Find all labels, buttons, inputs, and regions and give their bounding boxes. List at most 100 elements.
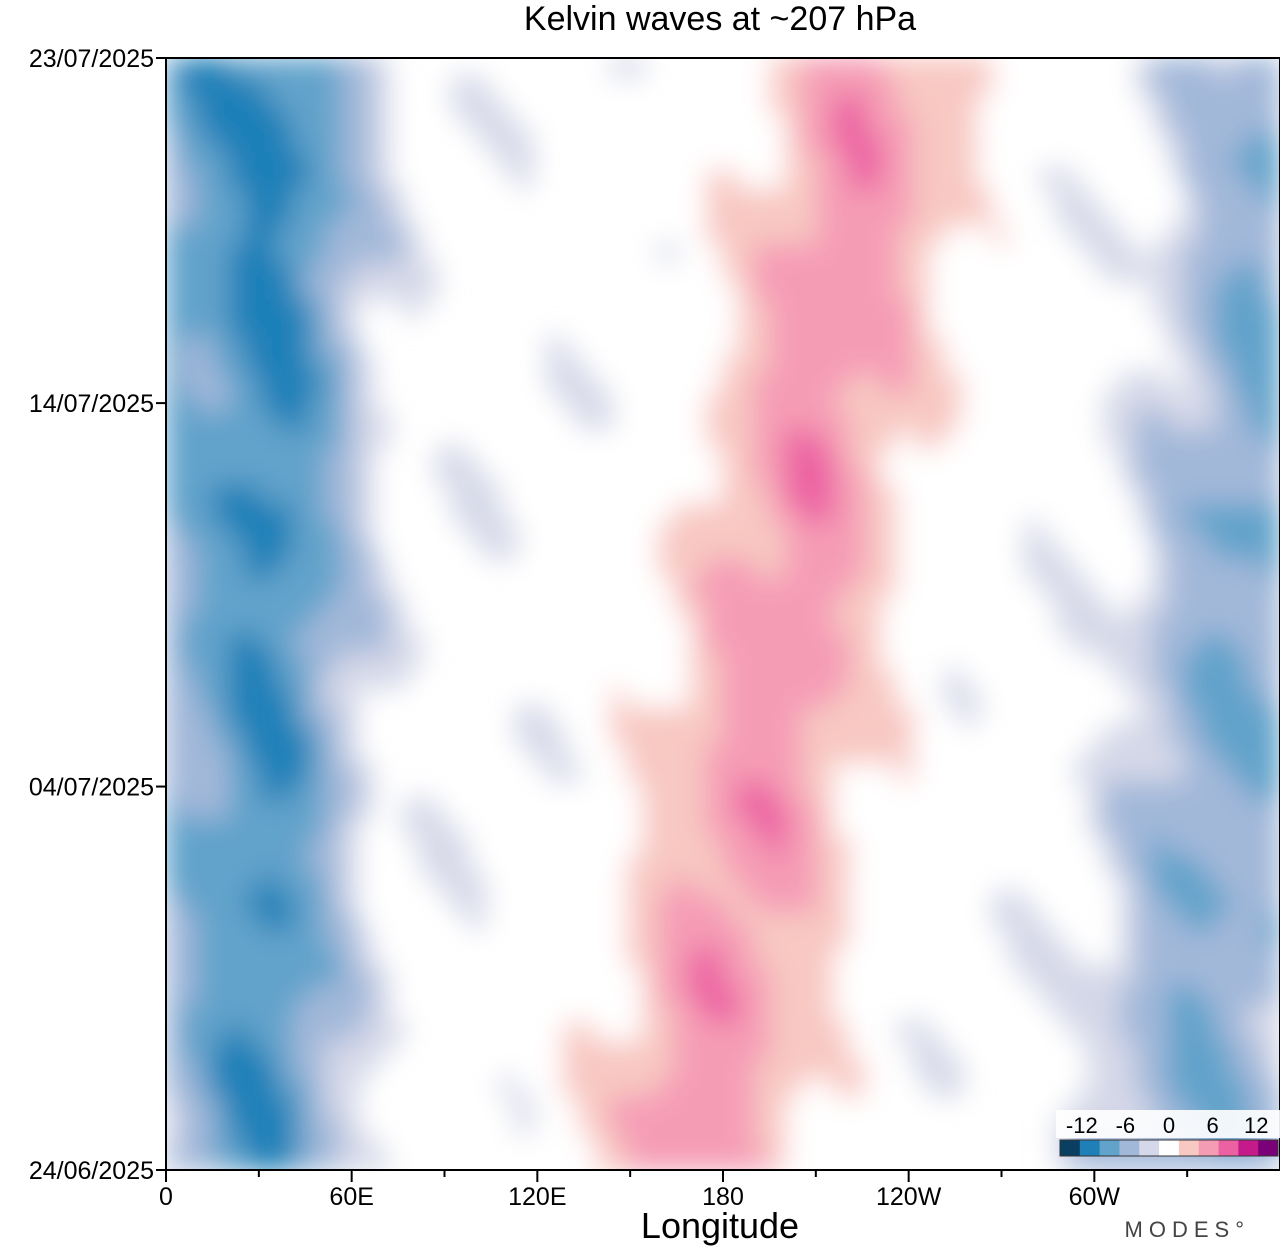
field-cell bbox=[1215, 279, 1234, 300]
field-cell bbox=[340, 223, 358, 245]
field-cell bbox=[1008, 909, 1027, 931]
field-cell bbox=[324, 427, 343, 449]
field-cell bbox=[292, 594, 311, 615]
field-cell bbox=[1040, 538, 1059, 560]
field-cell bbox=[992, 1020, 1011, 1042]
field-cell bbox=[340, 946, 358, 968]
field-cell bbox=[769, 779, 788, 801]
field-cell bbox=[467, 223, 486, 245]
field-cell bbox=[166, 223, 183, 245]
field-cell bbox=[403, 520, 422, 541]
field-cell bbox=[690, 779, 709, 801]
field-cell bbox=[865, 761, 884, 782]
field-cell bbox=[212, 872, 231, 893]
field-cell bbox=[833, 112, 852, 134]
field-cell bbox=[1231, 353, 1250, 375]
field-cell bbox=[1247, 928, 1266, 949]
field-cell bbox=[753, 1057, 772, 1079]
field-cell bbox=[722, 205, 740, 226]
field-cell bbox=[769, 538, 788, 560]
field-cell bbox=[690, 557, 709, 578]
field-cell bbox=[1263, 260, 1280, 282]
field-cell bbox=[562, 1094, 581, 1116]
field-cell bbox=[928, 557, 947, 578]
field-cell bbox=[690, 909, 709, 931]
field-cell bbox=[1183, 168, 1202, 189]
field-cell bbox=[196, 58, 215, 78]
field-cell bbox=[849, 168, 868, 189]
field-cell bbox=[658, 1002, 677, 1023]
field-cell bbox=[1151, 75, 1170, 97]
field-cell bbox=[228, 613, 247, 634]
field-cell bbox=[196, 594, 215, 615]
field-cell bbox=[658, 390, 677, 412]
field-cell bbox=[722, 575, 740, 597]
field-cell bbox=[276, 761, 295, 782]
field-cell bbox=[928, 372, 947, 393]
field-cell bbox=[1215, 1076, 1234, 1097]
field-cell bbox=[212, 1150, 231, 1170]
field-cell bbox=[722, 835, 740, 856]
field-cell bbox=[1040, 260, 1059, 282]
field-cell bbox=[451, 205, 470, 226]
field-cell bbox=[166, 409, 183, 430]
field-cell bbox=[355, 575, 374, 597]
field-cell bbox=[833, 297, 852, 319]
field-cell bbox=[817, 427, 836, 449]
field-cell bbox=[1167, 427, 1186, 449]
field-cell bbox=[1263, 335, 1280, 356]
field-cell bbox=[865, 131, 884, 152]
field-cell bbox=[690, 1076, 709, 1097]
field-cell bbox=[451, 186, 470, 208]
field-cell bbox=[833, 316, 852, 337]
field-cell bbox=[1167, 297, 1186, 319]
field-cell bbox=[244, 909, 263, 931]
field-cell bbox=[1183, 779, 1202, 801]
field-cell bbox=[1247, 779, 1266, 801]
field-cell bbox=[785, 112, 804, 134]
field-cell bbox=[212, 613, 231, 634]
field-cell bbox=[196, 779, 215, 801]
field-cell bbox=[212, 131, 231, 152]
field-cell bbox=[610, 909, 629, 931]
field-cell bbox=[1263, 891, 1280, 912]
field-cell bbox=[166, 557, 183, 578]
field-cell bbox=[594, 1094, 613, 1116]
field-cell bbox=[1215, 94, 1234, 115]
field-cell bbox=[1119, 446, 1138, 467]
field-cell bbox=[260, 983, 279, 1005]
field-cell bbox=[706, 687, 724, 708]
field-cell bbox=[849, 594, 868, 615]
field-cell bbox=[1199, 1039, 1218, 1060]
field-cell bbox=[785, 1150, 804, 1170]
field-cell bbox=[244, 353, 263, 375]
field-cell bbox=[324, 1094, 343, 1116]
field-cell bbox=[1215, 946, 1234, 968]
field-cell bbox=[371, 1039, 390, 1060]
field-cell bbox=[324, 575, 343, 597]
field-cell bbox=[276, 724, 295, 745]
field-cell bbox=[753, 668, 772, 690]
field-cell bbox=[228, 946, 247, 968]
field-cell bbox=[324, 965, 343, 986]
field-cell bbox=[1183, 983, 1202, 1005]
field-cell bbox=[912, 427, 931, 449]
field-cell bbox=[753, 223, 772, 245]
field-cell bbox=[1088, 983, 1106, 1005]
field-cell bbox=[355, 631, 374, 653]
field-cell bbox=[276, 594, 295, 615]
field-cell bbox=[1183, 557, 1202, 578]
field-cell bbox=[1135, 798, 1154, 819]
field-cell bbox=[690, 1057, 709, 1079]
field-cell bbox=[260, 872, 279, 893]
field-cell bbox=[355, 260, 374, 282]
field-cell bbox=[897, 761, 915, 782]
field-cell bbox=[849, 557, 868, 578]
field-cell bbox=[801, 557, 820, 578]
field-cell bbox=[737, 853, 756, 875]
field-cell bbox=[276, 353, 295, 375]
field-cell bbox=[944, 112, 963, 134]
field-cell bbox=[228, 761, 247, 782]
field-cell bbox=[340, 816, 358, 838]
field-cell bbox=[355, 928, 374, 949]
